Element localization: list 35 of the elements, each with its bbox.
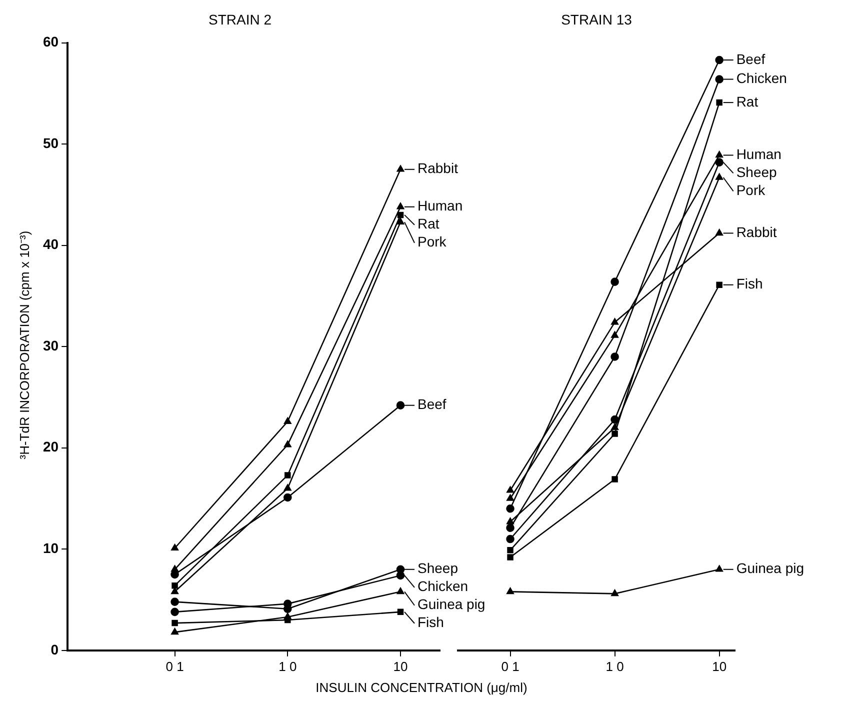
legend-label: Chicken	[418, 578, 468, 594]
y-tick-label: 40	[42, 236, 59, 252]
y-tick-label: 20	[42, 438, 59, 455]
y-tick-label: 30	[42, 337, 59, 354]
y-tick-label: 10	[42, 540, 59, 556]
legend-label: Sheep	[736, 164, 778, 180]
chart-title: STRAIN 2	[208, 11, 272, 28]
legend-label: Pork	[736, 182, 766, 198]
legend-label: Fish	[418, 614, 444, 630]
legend-label: Rabbit	[736, 224, 777, 240]
chart-title: STRAIN 13	[561, 11, 632, 28]
legend-label: Chicken	[736, 70, 787, 86]
legend-label: Guinea pig	[418, 596, 486, 612]
x-tick-label: 1 0	[606, 658, 624, 674]
x-tick-label: 0 1	[166, 658, 184, 674]
legend-label: Fish	[736, 276, 763, 292]
legend-label: Sheep	[418, 560, 458, 576]
legend-label: Rat	[418, 216, 440, 232]
x-tick-label: 1 0	[278, 658, 297, 674]
y-tick-label: 60	[42, 34, 59, 50]
y-tick-label: 50	[42, 134, 59, 151]
legend-label: Human	[418, 198, 463, 214]
legend-label: Human	[736, 146, 782, 162]
x-tick-label: 10	[393, 658, 408, 674]
series-label: Pork	[418, 234, 448, 250]
y-axis-title: ³H-TdR INCORPORATION (cpm x 10⁻³)	[16, 230, 33, 460]
legend-label: Beef	[418, 396, 446, 412]
legend-label: Guinea pig	[736, 560, 804, 576]
x-axis-title: INSULIN CONCENTRATION (μg/ml)	[314, 680, 528, 695]
legend-label: Rabbit	[418, 160, 458, 176]
x-tick-label: 10	[712, 658, 727, 674]
legend-label: Beef	[736, 50, 766, 67]
x-tick-label: 0 1	[501, 658, 520, 674]
legend-label: Rat	[736, 93, 758, 110]
y-tick-label: 0	[50, 641, 59, 658]
